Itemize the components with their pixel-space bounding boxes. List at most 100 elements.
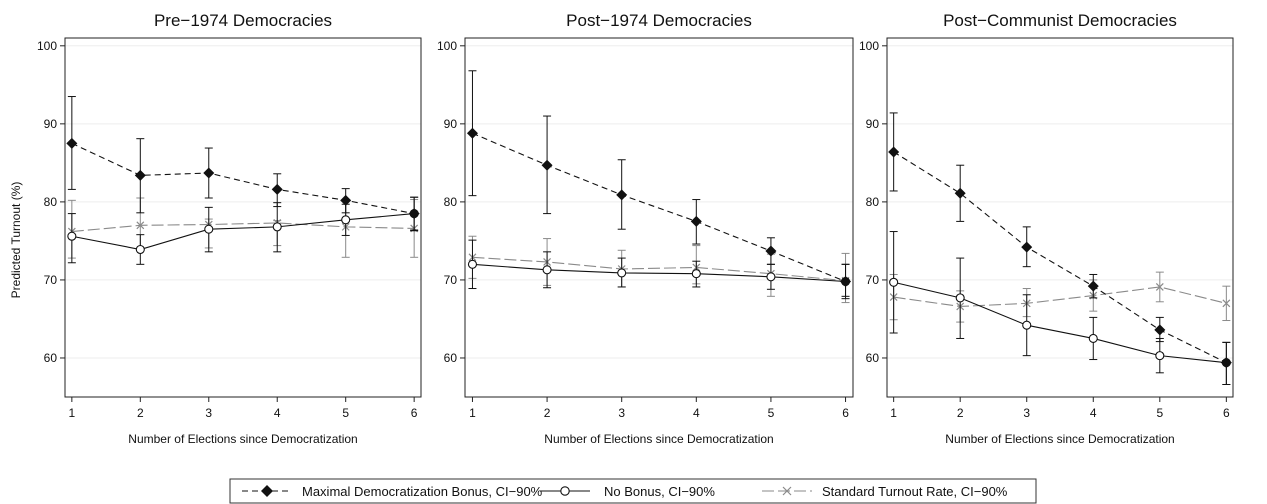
x-tick-label: 3	[1023, 406, 1030, 420]
data-point-diamond	[1021, 241, 1033, 253]
data-point-circle	[955, 293, 965, 303]
data-point-circle	[1155, 351, 1165, 361]
data-point-diamond	[1154, 324, 1166, 336]
data-point-circle	[135, 244, 145, 255]
plot-frame	[64, 37, 422, 398]
legend-item-maximal: Maximal Democratization Bonus, CI−90%	[242, 484, 543, 499]
legend-label-nobonus: No Bonus, CI−90%	[604, 484, 715, 499]
x-tick-label: 4	[693, 406, 700, 420]
x-axis-label: Number of Elections since Democratizatio…	[544, 432, 773, 446]
data-point-diamond	[408, 208, 420, 220]
series-standard	[468, 235, 850, 304]
data-point-diamond	[765, 245, 777, 257]
legend-diamond-marker	[261, 485, 273, 497]
series-line-maximal	[472, 132, 846, 283]
data-point-circle	[1088, 333, 1098, 344]
chart-title: Pre−1974 Democracies	[154, 11, 332, 30]
series-line-standard	[71, 222, 415, 233]
data-point-circle	[542, 265, 552, 275]
data-point-diamond	[690, 215, 702, 227]
series-nobonus	[889, 231, 1231, 386]
data-point-diamond	[616, 189, 628, 201]
x-tick-label: 3	[205, 406, 212, 420]
legend-frame	[229, 478, 1037, 504]
y-tick-label: 60	[44, 351, 58, 365]
data-point-x	[136, 221, 145, 230]
x-tick-label: 5	[1156, 406, 1163, 420]
x-tick-label: 2	[957, 406, 964, 420]
x-tick-label: 2	[544, 406, 551, 420]
y-tick-label: 70	[866, 273, 880, 287]
x-tick-label: 4	[1090, 406, 1097, 420]
plot-frame	[886, 37, 1234, 398]
panels: 60 70 80 90 100 1 2 3 4 5 6 Pre−1974 Democracies Num…	[37, 11, 1234, 446]
series-maximal	[466, 70, 852, 297]
x-tick-label: 5	[342, 406, 349, 420]
data-point-circle	[889, 277, 899, 287]
y-tick-label: 70	[444, 273, 458, 287]
legend-label-maximal: Maximal Democratization Bonus, CI−90%	[302, 484, 543, 499]
legend-x-marker	[782, 486, 792, 496]
data-point-x	[1222, 299, 1231, 308]
plot-frame	[464, 37, 854, 398]
data-point-x	[1155, 283, 1164, 291]
data-point-diamond	[1087, 280, 1099, 292]
data-point-diamond	[203, 167, 215, 179]
x-tick-label: 1	[469, 406, 476, 420]
data-point-circle	[1022, 320, 1032, 330]
data-point-diamond	[466, 127, 478, 139]
data-point-circle	[467, 259, 478, 269]
x-tick-label: 1	[69, 406, 76, 420]
x-tick-label: 6	[411, 406, 418, 420]
chart-title: Post−1974 Democracies	[566, 11, 752, 30]
series-line-nobonus	[71, 213, 415, 251]
y-tick-label: 70	[44, 273, 58, 287]
data-point-circle	[617, 268, 627, 278]
x-axis-label: Number of Elections since Democratizatio…	[945, 432, 1174, 446]
y-tick-label: 90	[444, 117, 458, 131]
data-point-diamond	[134, 169, 146, 181]
chart-panel-2: 60 70 80 90 100 1 2 3 4 5 6 Post−1974 Democracies Nu…	[437, 11, 854, 446]
y-tick-label: 80	[444, 195, 458, 209]
series-nobonus	[67, 196, 419, 265]
legend-circle-marker	[560, 486, 570, 496]
x-tick-label: 2	[137, 406, 144, 420]
legend-label-standard: Standard Turnout Rate, CI−90%	[822, 484, 1008, 499]
chart-title: Post−Communist Democracies	[943, 11, 1177, 30]
y-axis-label: Predicted Turnout (%)	[9, 182, 23, 299]
series-line-maximal	[893, 151, 1227, 364]
x-tick-label: 3	[618, 406, 625, 420]
series-maximal	[888, 112, 1232, 386]
data-point-circle	[691, 269, 701, 279]
y-tick-label: 90	[44, 117, 58, 131]
y-tick-label: 60	[866, 351, 880, 365]
data-point-circle	[341, 215, 351, 225]
data-point-diamond	[1220, 357, 1232, 369]
y-tick-label: 90	[866, 117, 880, 131]
data-point-circle	[204, 224, 214, 234]
series-line-standard	[893, 286, 1227, 308]
x-tick-label: 5	[768, 406, 775, 420]
data-point-circle	[67, 231, 77, 241]
legend-item-standard: Standard Turnout Rate, CI−90%	[762, 484, 1008, 499]
legend-item-nobonus: No Bonus, CI−90%	[540, 484, 715, 499]
series-line-nobonus	[893, 281, 1227, 364]
chart-panel-1: 60 70 80 90 100 1 2 3 4 5 6 Pre−1974 Democracies Num…	[37, 11, 422, 446]
chart-panel-3: 60 70 80 90 100 1 2 3 4 5 6 Post−Communist Democrac…	[859, 11, 1234, 446]
data-point-diamond	[66, 137, 78, 149]
x-axis-label: Number of Elections since Democratizatio…	[128, 432, 357, 446]
x-tick-label: 6	[842, 406, 849, 420]
y-tick-label: 80	[866, 195, 880, 209]
y-tick-label: 100	[37, 39, 57, 53]
data-point-diamond	[271, 183, 283, 195]
data-point-diamond	[954, 187, 966, 199]
x-tick-label: 1	[890, 406, 897, 420]
y-tick-label: 80	[44, 195, 58, 209]
y-tick-label: 60	[444, 351, 458, 365]
y-tick-label: 100	[437, 39, 457, 53]
legend: Maximal Democratization Bonus, CI−90% No…	[229, 478, 1037, 504]
x-tick-label: 6	[1223, 406, 1230, 420]
x-tick-label: 4	[274, 406, 281, 420]
data-point-diamond	[541, 159, 553, 171]
